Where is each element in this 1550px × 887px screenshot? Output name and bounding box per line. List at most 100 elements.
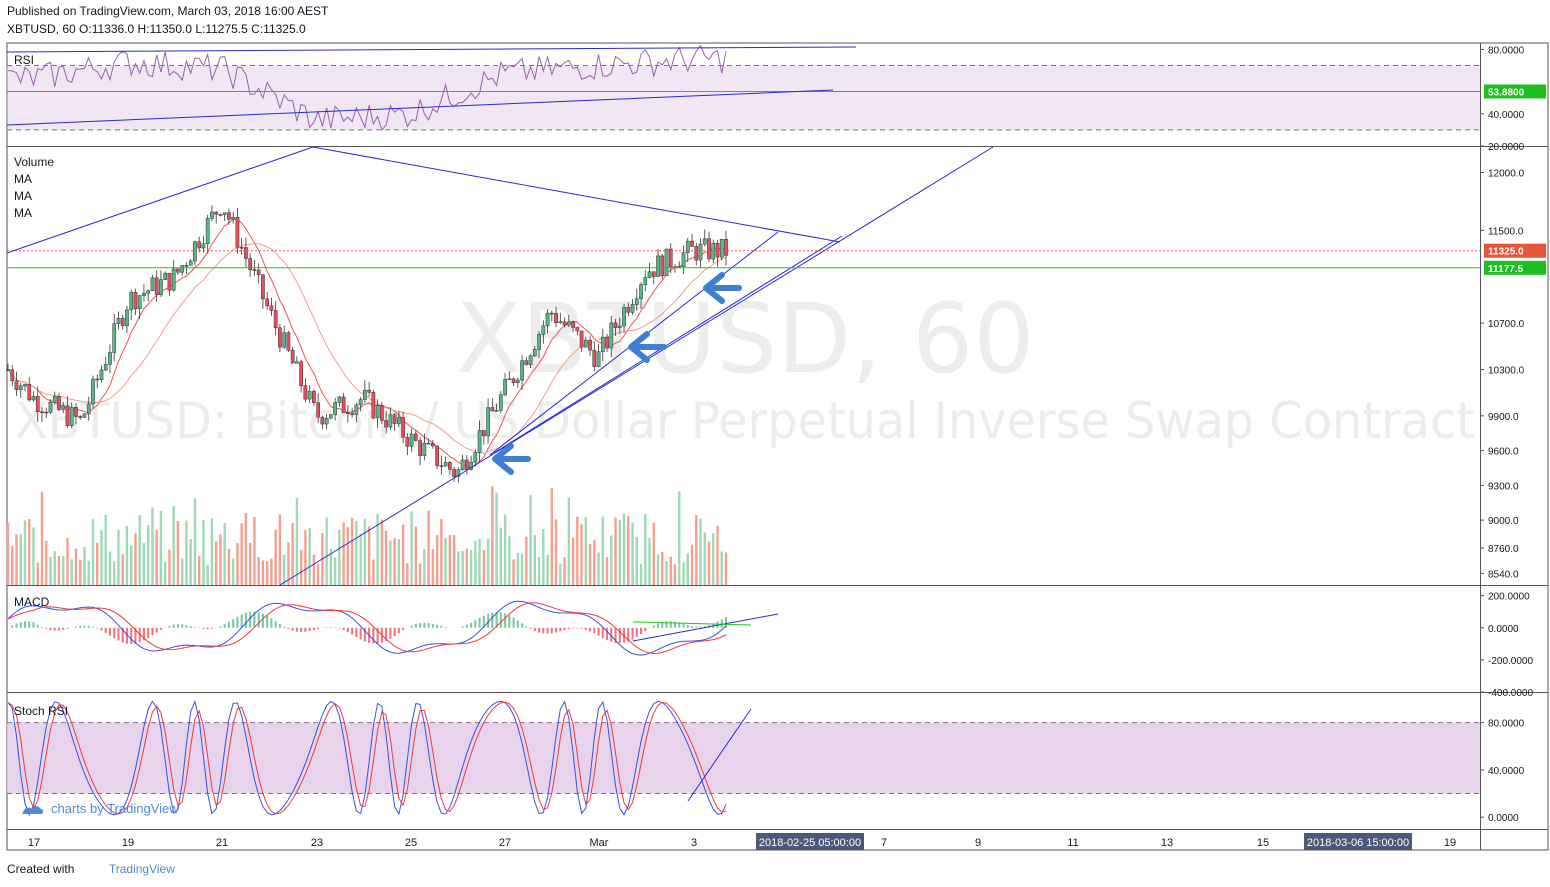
volume-bar xyxy=(342,522,345,585)
volume-bar xyxy=(584,517,587,585)
macd-histogram-bar xyxy=(542,627,545,634)
volume-bar xyxy=(414,526,418,585)
candle-body xyxy=(439,465,444,467)
macd-histogram-bar xyxy=(431,623,434,628)
candle-body xyxy=(227,212,231,220)
volume-bar xyxy=(151,507,154,585)
volume-bar xyxy=(724,552,728,585)
volume-bar xyxy=(74,548,78,585)
volume-bar xyxy=(503,514,507,585)
volume-bar xyxy=(87,560,90,585)
candle-body xyxy=(469,461,473,470)
candle-body xyxy=(460,459,465,470)
y-tick-label: -400.0000 xyxy=(1488,688,1533,699)
candle-body xyxy=(643,277,648,285)
macd-histogram-bar xyxy=(695,626,698,628)
x-tick-label: 27 xyxy=(499,837,511,849)
candle-body xyxy=(295,361,299,364)
macd-histogram-bar xyxy=(555,627,558,633)
x-tick-label: 23 xyxy=(311,837,323,849)
volume-bar xyxy=(36,562,39,585)
y-tick-label: 10700.0 xyxy=(1488,319,1525,330)
x-tick-label: 25 xyxy=(405,837,417,849)
volume-bar xyxy=(461,550,464,585)
macd-histogram-bar xyxy=(699,626,702,628)
macd-histogram-bar xyxy=(725,617,727,628)
candle-body xyxy=(10,369,15,381)
rsi-line xyxy=(7,44,727,132)
candle-body xyxy=(647,271,652,278)
published-line: Published on TradingView.com, March 03, … xyxy=(7,4,329,18)
macd-histogram-bar xyxy=(117,627,120,641)
volume-bar xyxy=(223,523,226,585)
volume-bar xyxy=(231,558,235,585)
volume-bar xyxy=(138,515,141,585)
candle-body xyxy=(44,411,49,414)
volume-bar xyxy=(465,548,469,585)
macd-histogram-bar xyxy=(206,627,209,630)
crosshair-date-bg xyxy=(756,833,864,850)
volume-bar xyxy=(410,511,413,585)
volume-bar xyxy=(49,556,52,585)
macd-histogram-bar xyxy=(444,627,447,628)
candle-body xyxy=(176,268,180,273)
candle-body xyxy=(269,305,274,311)
volume-bar xyxy=(206,564,209,585)
candle-body xyxy=(57,396,61,410)
macd-histogram-bar xyxy=(312,627,315,631)
volume-bar xyxy=(682,562,685,585)
volume-bar xyxy=(355,521,358,585)
macd-histogram-bar xyxy=(589,627,592,632)
candle-body xyxy=(214,211,219,215)
volume-bar xyxy=(210,518,214,585)
candle-body xyxy=(256,269,261,276)
macd-histogram-bar xyxy=(550,627,553,634)
volume-bar xyxy=(516,552,520,585)
macd-histogram-bar xyxy=(181,624,184,628)
volume-bar xyxy=(520,554,524,585)
candle-body xyxy=(248,258,253,270)
volume-bar xyxy=(686,553,689,585)
candle-body xyxy=(503,379,507,396)
volume-bar xyxy=(474,540,477,585)
volume-bar xyxy=(665,561,668,585)
macd-histogram-bar xyxy=(253,611,256,628)
candle-body xyxy=(566,321,571,326)
macd-histogram-bar xyxy=(261,613,264,628)
candle-body xyxy=(14,380,19,390)
volume-bar xyxy=(312,554,316,585)
macd-line xyxy=(7,600,727,656)
macd-histogram-bar xyxy=(100,627,103,631)
volume-bar xyxy=(193,498,197,585)
crosshair-date-label: 2018-02-25 05:00:00 xyxy=(759,837,861,849)
volume-bar xyxy=(359,533,362,585)
volume-bar xyxy=(457,551,460,585)
y-tick-label: 9900.0 xyxy=(1488,412,1519,423)
volume-bar xyxy=(291,523,294,585)
candle-body xyxy=(634,298,639,305)
volume-bar xyxy=(265,561,269,585)
volume-bar xyxy=(444,537,447,585)
volume-bar xyxy=(57,555,61,585)
candle-body xyxy=(498,394,503,411)
volume-bar xyxy=(559,563,562,585)
candle-body xyxy=(724,238,728,256)
candle-body xyxy=(668,248,673,268)
volume-bar xyxy=(180,558,184,585)
footer-brand[interactable]: TradingView xyxy=(108,862,175,876)
macd-signal-line xyxy=(7,602,727,655)
volume-bar xyxy=(389,540,392,585)
volume-bar xyxy=(622,513,626,585)
macd-histogram-bar xyxy=(304,627,307,632)
volume-bar xyxy=(185,520,188,585)
macd-histogram-bar xyxy=(185,625,188,628)
volume-bar xyxy=(202,520,205,585)
candle-body xyxy=(27,384,32,401)
volume-bar xyxy=(469,550,473,585)
volume-bar xyxy=(104,514,107,585)
candle-body xyxy=(617,325,622,328)
macd-histogram-bar xyxy=(674,621,677,628)
volume-bar xyxy=(567,497,571,585)
macd-histogram-bar xyxy=(559,627,562,632)
